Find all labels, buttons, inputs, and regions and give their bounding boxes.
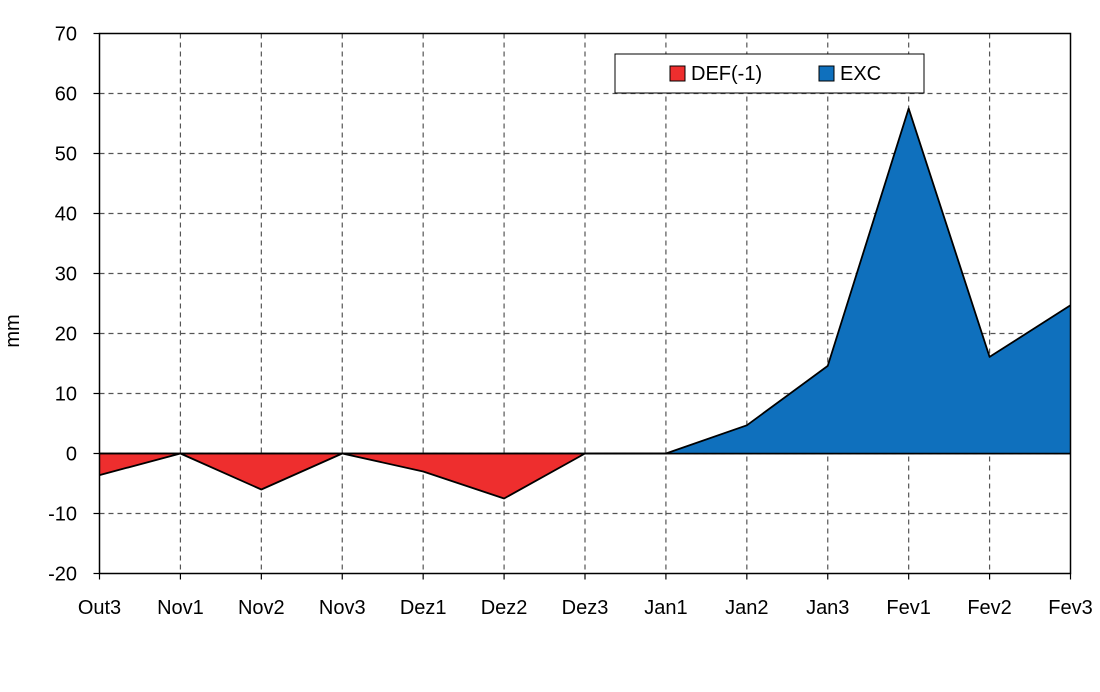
y-tick-label: 30 bbox=[55, 264, 77, 286]
legend-label-def: DEF(-1) bbox=[691, 63, 762, 85]
y-tick-label: 70 bbox=[55, 24, 77, 46]
y-axis-ticks: -20 -10 0 10 20 30 40 50 60 70 bbox=[48, 24, 99, 586]
x-tick-label: Jan2 bbox=[725, 597, 768, 619]
y-tick-label: 60 bbox=[55, 84, 77, 106]
x-axis-ticks: Out3 Nov1 Nov2 Nov3 Dez1 Dez2 Dez3 Jan1 Jan2 Jan3… bbox=[78, 574, 1093, 620]
y-tick-label: -10 bbox=[48, 504, 77, 526]
y-tick-label: 0 bbox=[66, 444, 77, 466]
y-tick-label: 50 bbox=[55, 144, 77, 166]
x-tick-label: Fev1 bbox=[886, 597, 930, 619]
x-tick-label: Nov3 bbox=[319, 597, 366, 619]
x-tick-label: Dez1 bbox=[400, 597, 447, 619]
x-tick-label: Jan1 bbox=[644, 597, 687, 619]
legend-label-exc: EXC bbox=[840, 63, 881, 85]
legend-swatch-exc bbox=[819, 66, 834, 81]
x-tick-label: Nov1 bbox=[157, 597, 204, 619]
y-tick-label: 10 bbox=[55, 384, 77, 406]
legend-swatch-def bbox=[670, 66, 685, 81]
x-tick-label: Nov2 bbox=[238, 597, 285, 619]
y-tick-label: 20 bbox=[55, 324, 77, 346]
y-axis-label: mm bbox=[2, 314, 24, 347]
x-tick-label: Out3 bbox=[78, 597, 121, 619]
x-tick-label: Dez2 bbox=[481, 597, 528, 619]
x-tick-label: Dez3 bbox=[562, 597, 609, 619]
y-tick-label: 40 bbox=[55, 204, 77, 226]
y-tick-label: -20 bbox=[48, 564, 77, 586]
x-tick-label: Jan3 bbox=[806, 597, 849, 619]
legend: DEF(-1) EXC bbox=[615, 54, 924, 93]
x-tick-label: Fev3 bbox=[1048, 597, 1092, 619]
x-tick-label: Fev2 bbox=[967, 597, 1011, 619]
